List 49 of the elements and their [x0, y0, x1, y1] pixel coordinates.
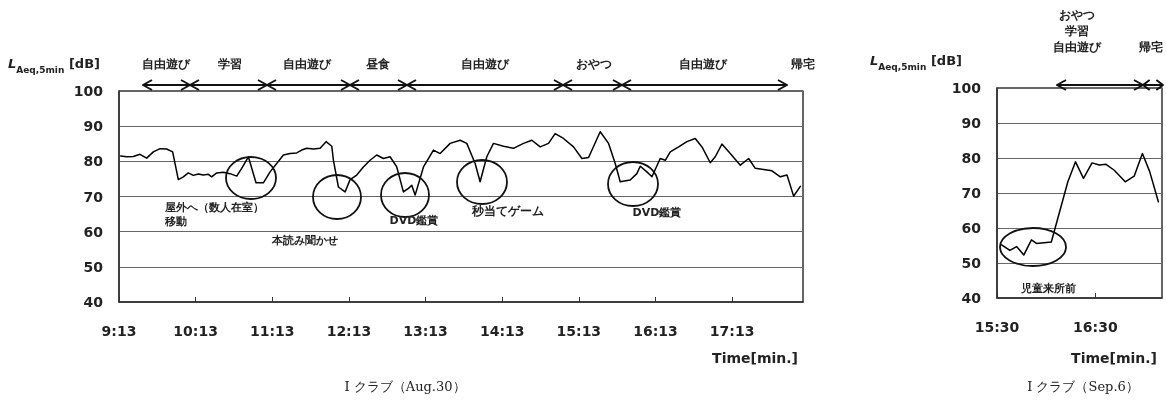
x-axis-title: Time[min.] [712, 350, 799, 366]
text: 帰宅 [1138, 40, 1163, 54]
x-tick-label: 12:13 [326, 323, 372, 339]
y-tick-label: 100 [73, 83, 104, 99]
x-tick-label: 13:13 [403, 323, 448, 339]
y-tick-label: 80 [961, 150, 982, 166]
y-tick-label: 60 [961, 220, 982, 236]
x-tick-label: 15:30 [974, 319, 1020, 335]
y-tick-label: 80 [83, 153, 104, 170]
x-tick-label: 16:13 [633, 323, 678, 339]
text: 帰宅 [790, 57, 815, 71]
y-axis-title: L$_{Aeq,5min}$ [dB] [870, 53, 962, 72]
x-tick-label: 9:13 [101, 323, 137, 339]
line-series [1000, 152, 1160, 256]
text: 自由遊び [461, 57, 510, 71]
x-axis-title: Time[min.] [1071, 350, 1158, 366]
y-tick-label: 90 [961, 115, 982, 131]
y-tick-label: 90 [83, 118, 104, 135]
x-tick-label: 11:13 [249, 323, 295, 339]
y-axis-title: L$_{Aeq,5min}$ [dB] [8, 56, 100, 75]
annotation: DVD鑑賞 [389, 214, 439, 227]
y-tick-label: 70 [961, 185, 982, 201]
x-tick-label: 14:13 [479, 323, 525, 339]
y-tick-label: 40 [961, 290, 982, 306]
y-tick-label: 50 [961, 255, 982, 271]
y-tick-label: 50 [83, 258, 104, 275]
text: おやつ [576, 57, 612, 71]
text: I クラブ（Aug.30） [344, 379, 466, 394]
text: 自由遊び [679, 57, 728, 71]
annotation: 秒当てゲーム [471, 204, 544, 218]
x-tick-label: 10:13 [173, 323, 218, 339]
y-tick-label: 40 [83, 294, 104, 310]
annotation: 児童来所前 [1019, 282, 1076, 295]
annotation: 本読み聞かせ [271, 234, 338, 247]
x-tick-label: 17:13 [709, 323, 755, 339]
text: 昼食 [365, 57, 390, 71]
text: I クラブ（Sep.6） [1027, 379, 1139, 394]
text: 自由遊び [283, 57, 332, 71]
y-tick-label: 60 [83, 223, 104, 240]
annotation: 屋外へ（数人在室）移動 [164, 201, 264, 228]
line-series [119, 131, 802, 197]
y-tick-label: 100 [951, 80, 982, 96]
x-tick-label: 15:13 [556, 323, 602, 339]
text: 学習 [218, 57, 242, 71]
text: 自由遊び [142, 57, 191, 71]
x-tick-label: 16:30 [1073, 319, 1118, 335]
annotation: DVD鑑賞 [632, 206, 682, 219]
text: おやつ学習自由遊び [1053, 8, 1102, 54]
y-tick-label: 70 [83, 188, 104, 205]
